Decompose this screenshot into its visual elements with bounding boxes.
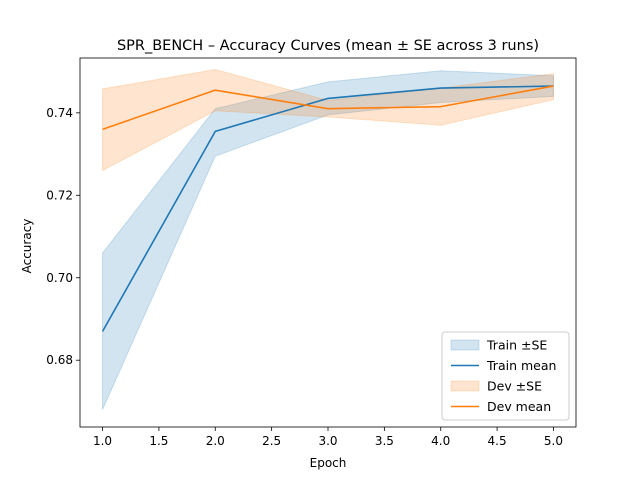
x-tick-label: 2.5 xyxy=(262,434,281,448)
chart-title: SPR_BENCH – Accuracy Curves (mean ± SE a… xyxy=(117,38,539,54)
line-series-1 xyxy=(102,85,554,131)
legend-label: Dev ±SE xyxy=(487,379,542,394)
line-series-0 xyxy=(101,85,554,332)
x-tick-label: 3.5 xyxy=(375,434,394,448)
axes-frame xyxy=(79,57,577,428)
x-tick-label: 1.0 xyxy=(93,434,112,448)
x-tick-label: 1.5 xyxy=(149,434,168,448)
band-series-0 xyxy=(102,70,554,410)
legend-label: Train ±SE xyxy=(486,338,547,353)
x-tick-label: 4.5 xyxy=(488,434,507,448)
legend-swatch-band xyxy=(450,339,480,351)
y-tick-label: 0.68 xyxy=(46,353,73,367)
plot-area xyxy=(101,69,554,410)
legend-swatch-band xyxy=(450,380,480,392)
y-tick-label: 0.70 xyxy=(46,271,73,285)
legend-label: Dev mean xyxy=(487,399,551,414)
x-tick-label: 5.0 xyxy=(544,434,563,448)
axis-ticks: 1.0 1.5 2.0 2.5 3.0 3.5 4.0 4.5 5.0 0.68 0.70 0.72 0… xyxy=(46,106,563,448)
band-series-1 xyxy=(102,69,554,172)
y-tick-label: 0.72 xyxy=(46,188,73,202)
legend-box xyxy=(441,331,570,421)
x-tick-label: 3.0 xyxy=(318,434,337,448)
x-tick-label: 4.0 xyxy=(431,434,450,448)
x-tick-label: 2.0 xyxy=(206,434,225,448)
legend: Train ±SE Train mean Dev ±SE Dev mean xyxy=(441,331,570,421)
y-axis-label: Accuracy xyxy=(20,219,34,274)
legend-label: Train mean xyxy=(486,358,556,373)
y-tick-label: 0.74 xyxy=(46,106,73,120)
x-axis-label: Epoch xyxy=(310,456,347,470)
